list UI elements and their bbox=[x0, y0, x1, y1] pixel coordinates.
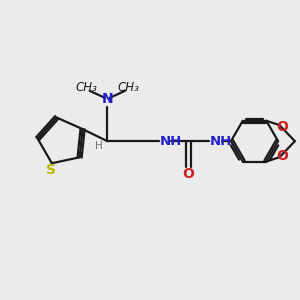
Text: O: O bbox=[277, 120, 288, 134]
Text: H: H bbox=[95, 142, 103, 152]
Text: N: N bbox=[101, 92, 113, 106]
Text: O: O bbox=[182, 167, 194, 181]
Text: S: S bbox=[46, 163, 56, 177]
Text: NH: NH bbox=[160, 135, 182, 148]
Text: CH₃: CH₃ bbox=[75, 81, 97, 94]
Text: O: O bbox=[277, 149, 288, 163]
Text: NH: NH bbox=[210, 135, 232, 148]
Text: CH₃: CH₃ bbox=[118, 81, 140, 94]
